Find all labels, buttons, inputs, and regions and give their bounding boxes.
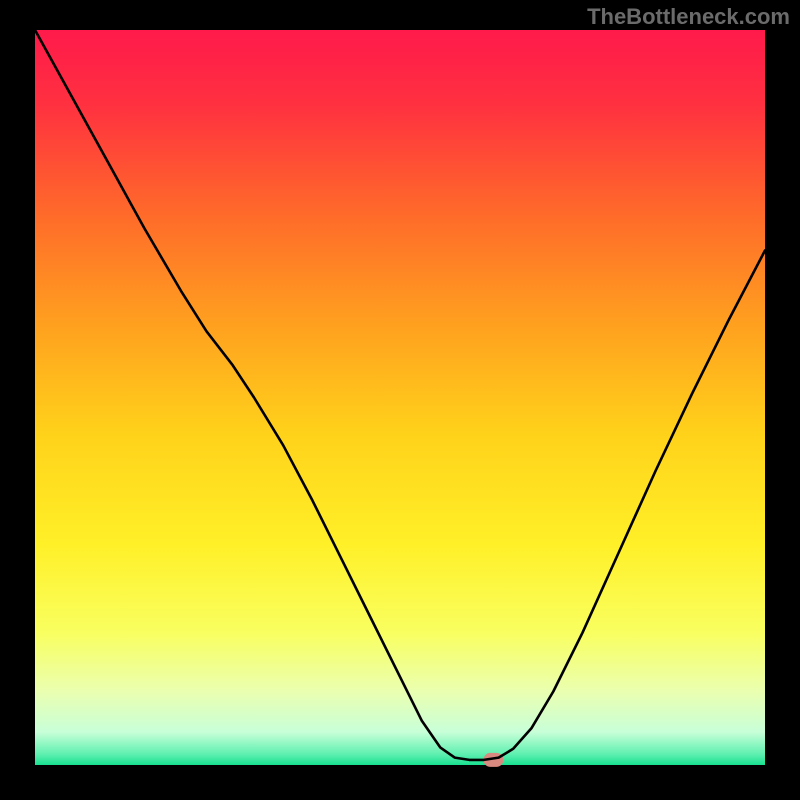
chart-container: TheBottleneck.com <box>0 0 800 800</box>
bottleneck-chart-svg <box>0 0 800 800</box>
gradient-plot-area <box>35 30 765 765</box>
watermark-text: TheBottleneck.com <box>587 4 790 30</box>
